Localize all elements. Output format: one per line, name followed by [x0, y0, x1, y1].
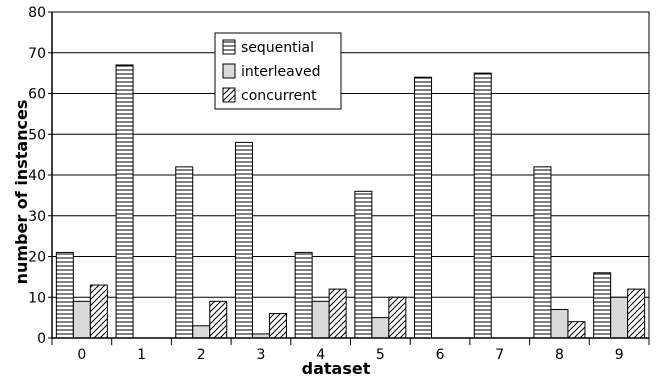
bar-interleaved-2 [193, 326, 210, 338]
x-tick-label: 7 [495, 347, 504, 363]
y-tick-label: 10 [28, 290, 46, 306]
x-tick-label: 3 [256, 347, 265, 363]
legend-label-concurrent: concurrent [241, 88, 317, 104]
x-tick-label: 0 [77, 347, 86, 363]
x-tick-label: 6 [436, 347, 445, 363]
bar-sequential-3 [235, 142, 252, 338]
bar-sequential-9 [594, 273, 611, 338]
legend-swatch-concurrent [223, 88, 235, 102]
y-axis-title: number of instances [12, 100, 31, 285]
legend-swatch-interleaved [223, 64, 235, 78]
x-tick-label: 2 [197, 347, 206, 363]
x-tick-label: 1 [137, 347, 146, 363]
bar-sequential-7 [474, 73, 491, 338]
legend: sequential interleaved concurrent [215, 33, 341, 109]
y-tick-label: 80 [28, 5, 46, 21]
bar-interleaved-8 [551, 309, 568, 338]
bar-concurrent-8 [568, 322, 585, 338]
x-tick-label: 5 [376, 347, 385, 363]
x-tick-label: 9 [615, 347, 624, 363]
legend-swatch-sequential [223, 40, 235, 54]
gridlines [52, 12, 649, 338]
bar-sequential-6 [415, 77, 432, 338]
axes [48, 12, 649, 345]
bar-sequential-8 [534, 167, 551, 338]
bar-concurrent-3 [269, 314, 286, 338]
bar-concurrent-0 [90, 285, 107, 338]
bar-sequential-5 [355, 191, 372, 338]
bar-concurrent-4 [329, 289, 346, 338]
legend-label-interleaved: interleaved [241, 64, 321, 80]
bar-concurrent-2 [210, 301, 227, 338]
bar-interleaved-0 [73, 301, 90, 338]
bar-sequential-2 [176, 167, 193, 338]
x-tick-label: 8 [555, 347, 564, 363]
bar-interleaved-9 [611, 297, 628, 338]
y-tick-label: 0 [37, 331, 46, 347]
y-tick-label: 70 [28, 46, 46, 62]
bar-interleaved-4 [312, 301, 329, 338]
bar-sequential-0 [56, 252, 73, 338]
x-axis-title: dataset [302, 359, 371, 378]
bar-interleaved-5 [372, 318, 389, 338]
bar-sequential-4 [295, 252, 312, 338]
bar-concurrent-9 [628, 289, 645, 338]
bar-concurrent-5 [389, 297, 406, 338]
legend-label-sequential: sequential [241, 40, 314, 56]
bar-sequential-1 [116, 65, 133, 338]
